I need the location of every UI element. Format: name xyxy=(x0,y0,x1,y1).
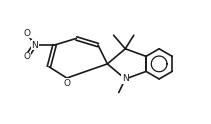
Text: N: N xyxy=(122,75,129,83)
Text: O: O xyxy=(63,79,70,88)
Text: O: O xyxy=(23,52,30,61)
Text: N: N xyxy=(31,41,38,49)
Text: O: O xyxy=(23,29,30,38)
